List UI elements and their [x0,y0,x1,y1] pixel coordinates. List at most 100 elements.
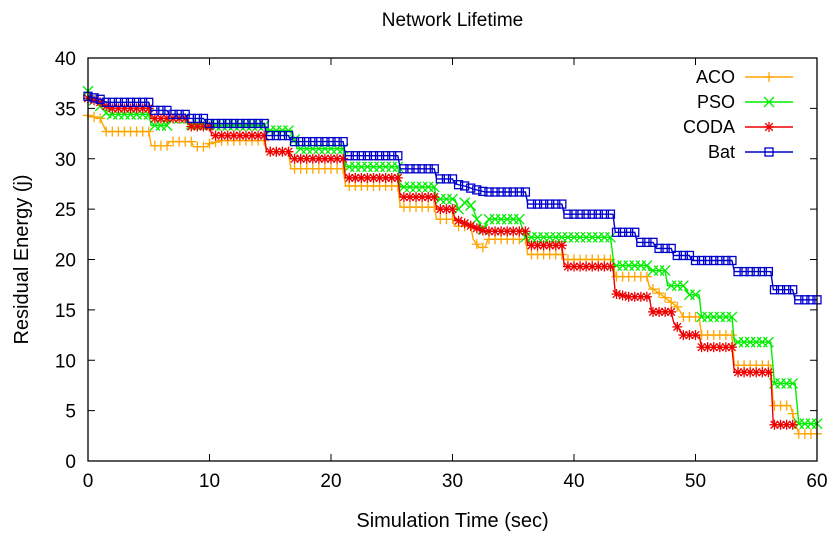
data-point [569,209,579,219]
data-point [733,367,744,378]
x-tick-label: 0 [83,471,94,492]
data-point [769,285,780,295]
data-point [660,243,670,254]
data-point [636,237,646,248]
data-point [745,367,756,378]
data-point [150,105,160,116]
data-point [642,237,652,248]
data-point [666,243,676,254]
data-point [435,174,446,184]
data-point [677,280,689,292]
data-point [763,367,774,378]
axis-ticks: 0 10 20 30 40 50 60 0 5 10 15 20 25 30 35 40 [55,49,828,492]
data-point [368,151,379,161]
data-point [423,164,433,174]
series-markers-bat [83,91,822,305]
data-point [520,226,531,237]
legend-marker [763,96,775,108]
data-point [441,174,452,184]
data-point [289,136,300,147]
data-point [556,240,567,251]
data-point [253,118,263,129]
data-point [654,288,665,299]
legend-item-coda: CODA [683,117,793,137]
data-point [417,192,428,203]
data-point [356,151,367,161]
data-point [763,266,774,277]
legend-label: ACO [696,67,735,87]
data-point [726,311,738,323]
data-point [338,136,348,147]
data-point [138,97,148,107]
y-tick-label: 20 [55,251,76,272]
data-point [125,97,136,107]
data-point [362,151,373,161]
data-point [617,227,628,237]
data-point [526,199,537,209]
data-point [496,187,506,197]
data-point [690,255,701,266]
legend-label: Bat [708,142,735,162]
data-point [635,291,646,302]
data-point [319,153,330,164]
data-point [428,181,440,193]
data-point [484,187,494,197]
data-point [381,151,391,161]
data-point [757,266,767,277]
data-point [326,136,336,147]
data-point [641,260,653,272]
legend-label: PSO [697,92,735,112]
data-point [672,301,683,312]
data-point [344,151,354,161]
data-point [806,295,816,305]
data-point [787,408,798,419]
data-point [405,164,415,174]
data-point [781,400,792,411]
data-point [204,138,215,149]
legend-marker [764,72,774,82]
data-point [545,199,555,209]
data-point [320,136,330,147]
data-point [228,130,239,141]
data-point [204,118,215,129]
data-point [95,113,106,124]
data-point [477,242,488,253]
series-bat [83,91,822,305]
data-point [660,292,671,303]
data-point [465,200,477,211]
series-markers-coda [83,93,798,430]
data-point [587,209,597,219]
data-point [417,164,427,174]
data-point [513,213,525,225]
data-point [794,295,804,305]
data-point [544,240,555,251]
data-point [733,266,743,277]
data-point [429,192,440,203]
data-point [229,118,239,129]
data-point [447,193,458,205]
data-point [198,141,209,152]
chart-title: Network Lifetime [382,10,524,31]
y-tick-label: 35 [55,99,76,120]
data-point [447,204,458,215]
data-point [223,118,233,129]
data-point [715,255,725,266]
data-point [192,113,203,124]
data-point [326,153,336,164]
data-point [308,136,318,147]
data-point [490,187,500,197]
data-point [478,186,488,197]
data-point [283,125,294,136]
data-point [314,136,324,147]
legend: ACO PSO CODA Bat [683,67,793,162]
data-point [788,285,798,295]
data-point [563,209,573,219]
data-point [95,94,105,104]
data-point [447,174,458,184]
data-point [690,289,701,301]
data-point [775,285,786,295]
data-point [411,192,422,203]
x-tick-label: 40 [563,471,584,492]
y-tick-label: 0 [65,452,76,473]
